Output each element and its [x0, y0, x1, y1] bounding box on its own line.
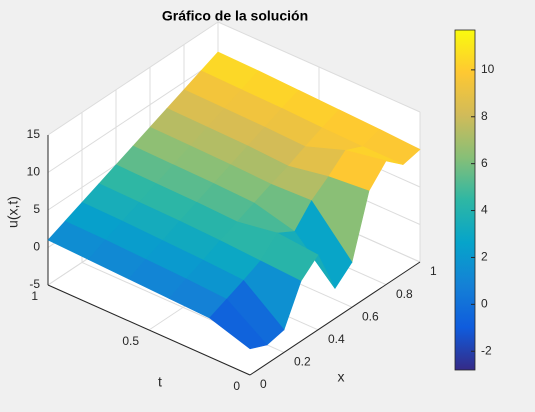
chart-title: Gráfico de la solución [162, 8, 308, 24]
colorbar-tick-label: 2 [481, 250, 488, 264]
colorbar-tick-label: 0 [481, 297, 488, 311]
z-tick-label: 15 [27, 127, 41, 141]
y-tick-label: 0 [233, 379, 240, 393]
z-tick-label: -5 [29, 277, 40, 291]
axis-line [47, 284, 251, 376]
z-tick-label: 0 [33, 240, 40, 254]
colorbar-tick-label: 8 [481, 109, 488, 123]
colorbar-tick-label: 10 [481, 62, 495, 76]
colorbar [454, 29, 476, 371]
colorbar-tick-label: 6 [481, 156, 488, 170]
x-axis-label: x [338, 369, 345, 385]
x-tick-label: 0.8 [396, 287, 413, 301]
x-tick-label: 0 [260, 377, 267, 391]
x-tick-label: 0.2 [294, 355, 311, 369]
grid-line [47, 21, 219, 136]
y-tick-label: 1 [31, 289, 38, 303]
y-axis-label: t [158, 374, 162, 390]
colorbar-tick-label: 4 [481, 203, 488, 217]
grid-line [47, 59, 219, 173]
z-tick-label: 5 [33, 202, 40, 216]
y-tick-label: 0.5 [122, 334, 139, 348]
x-tick-label: 1 [430, 264, 437, 278]
surface-patch [209, 298, 268, 350]
colorbar-tick-label: -2 [481, 343, 492, 357]
x-tick-label: 0.6 [362, 309, 379, 323]
axis-line [249, 261, 421, 376]
z-axis-label: u(x,t) [5, 196, 21, 228]
x-tick-label: 0.4 [328, 332, 345, 346]
z-tick-label: 10 [27, 165, 41, 179]
